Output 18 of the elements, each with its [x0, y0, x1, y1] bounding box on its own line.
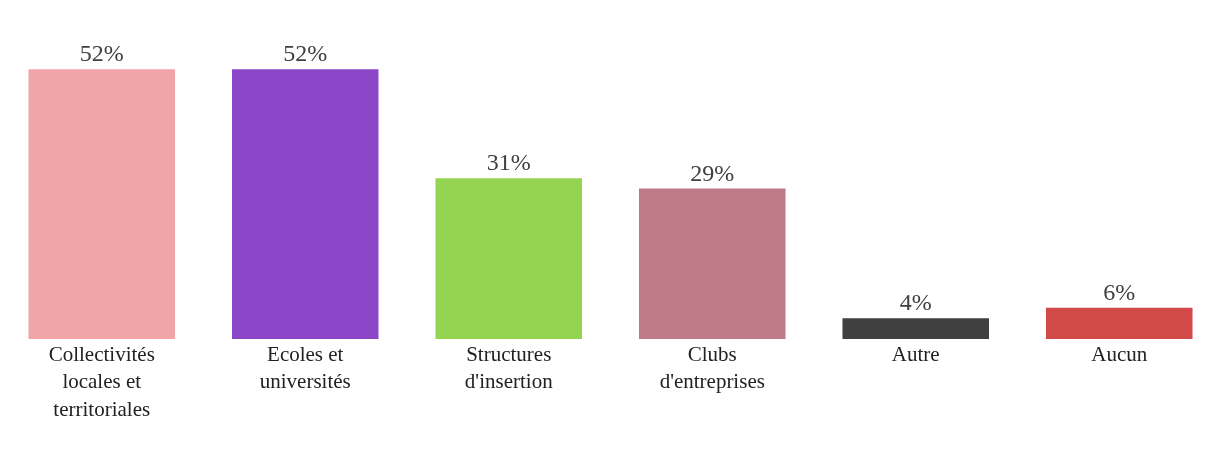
- x-tick-label: Clubs d'entreprises: [659, 342, 765, 394]
- bar: [842, 318, 990, 339]
- x-tick-label: Collectivités locales et territoriales: [48, 342, 155, 421]
- data-label: 4%: [899, 289, 932, 316]
- data-label: 31%: [486, 149, 531, 176]
- x-tick-label: Aucun: [1091, 342, 1148, 366]
- data-label: 52%: [283, 40, 328, 67]
- data-label: 29%: [690, 159, 735, 186]
- x-tick-label: Autre: [891, 342, 940, 366]
- bar: [231, 69, 379, 339]
- bar: [28, 69, 176, 339]
- data-label: 6%: [1103, 278, 1136, 305]
- data-label: 52%: [79, 40, 124, 67]
- x-tick-label: Ecoles et universités: [259, 342, 351, 394]
- bar: [435, 178, 583, 339]
- bar: [638, 188, 786, 339]
- bar: [1045, 307, 1193, 339]
- x-tick-label: Structures d'insertion: [464, 342, 554, 394]
